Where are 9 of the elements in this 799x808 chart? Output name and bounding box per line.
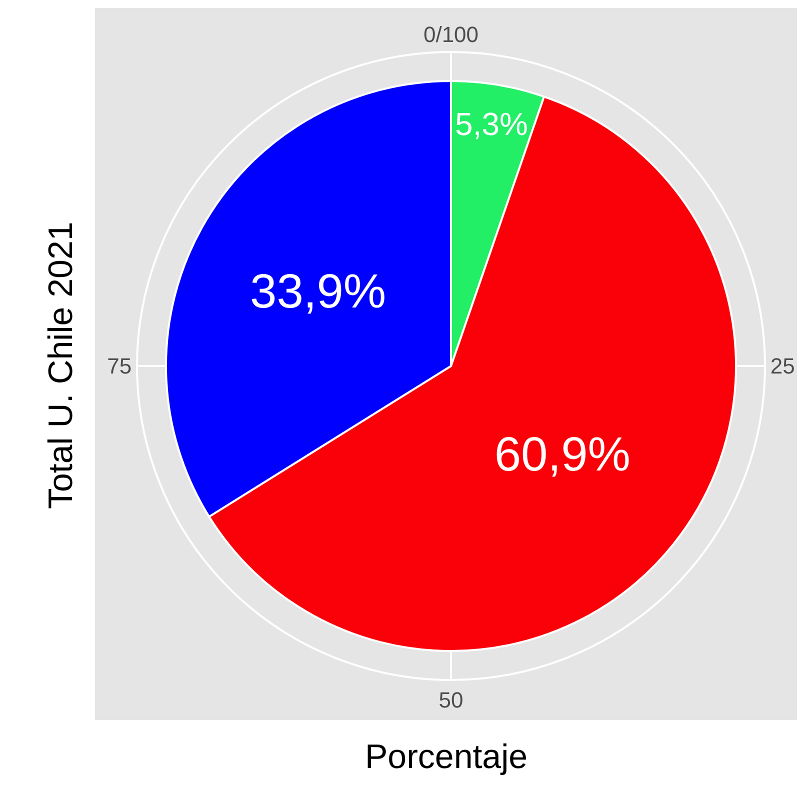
text: 0/100: [423, 22, 479, 48]
text: 75: [107, 354, 132, 379]
text: 25: [770, 354, 795, 379]
text: 50: [438, 687, 464, 712]
data-label: 33,9%: [250, 266, 386, 319]
data-label: 5,3%: [455, 106, 528, 142]
data-label: 60,9%: [494, 428, 630, 482]
text: Porcentaje: [365, 738, 528, 776]
text: Total U. Chile 2021: [42, 222, 80, 509]
